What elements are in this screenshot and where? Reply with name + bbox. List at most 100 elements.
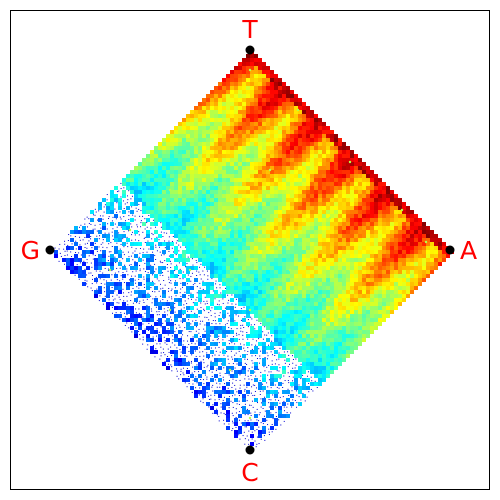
- density-cell: [222, 302, 224, 304]
- density-cell: [222, 82, 226, 86]
- density-cell: [322, 198, 326, 202]
- density-cell: [366, 290, 370, 294]
- density-cell: [366, 298, 370, 302]
- density-cell: [410, 246, 414, 250]
- density-cell: [74, 226, 78, 230]
- density-cell: [146, 262, 150, 266]
- density-cell: [322, 322, 326, 326]
- density-cell: [258, 90, 262, 94]
- density-cell: [226, 194, 230, 198]
- density-cell: [174, 280, 176, 282]
- density-cell: [156, 328, 158, 330]
- density-cell: [118, 190, 120, 192]
- density-cell: [208, 358, 210, 360]
- density-cell: [155, 348, 157, 350]
- density-cell: [334, 214, 338, 218]
- density-cell: [198, 190, 202, 194]
- density-cell: [218, 202, 222, 206]
- density-cell: [402, 258, 406, 262]
- density-cell: [214, 410, 218, 414]
- density-cell: [290, 142, 294, 146]
- density-cell: [274, 399, 276, 401]
- density-cell: [246, 274, 250, 278]
- density-cell: [82, 250, 86, 254]
- density-cell: [382, 246, 386, 250]
- density-cell: [218, 234, 222, 238]
- density-cell: [438, 238, 442, 242]
- density-cell: [238, 411, 240, 413]
- density-cell: [334, 218, 338, 222]
- density-cell: [294, 330, 298, 334]
- density-cell: [194, 226, 198, 230]
- density-cell: [206, 162, 210, 166]
- density-cell: [234, 346, 238, 350]
- density-cell: [74, 266, 78, 270]
- density-cell: [426, 258, 430, 262]
- density-cell: [136, 224, 138, 226]
- density-cell: [262, 198, 266, 202]
- density-cell: [402, 230, 406, 234]
- density-cell: [214, 158, 218, 162]
- density-cell: [346, 350, 350, 354]
- density-cell: [142, 215, 144, 217]
- density-cell: [118, 254, 122, 258]
- density-cell: [398, 210, 402, 214]
- density-cell: [250, 274, 254, 278]
- density-cell: [334, 286, 338, 290]
- density-cell: [286, 170, 290, 174]
- density-cell: [402, 282, 406, 286]
- density-cell: [252, 362, 254, 364]
- density-cell: [138, 256, 140, 258]
- density-cell: [246, 142, 250, 146]
- density-cell: [226, 206, 230, 210]
- density-cell: [214, 206, 218, 210]
- density-cell: [314, 258, 318, 262]
- density-cell: [314, 382, 318, 386]
- density-cell: [154, 190, 158, 194]
- density-cell: [194, 346, 198, 350]
- density-cell: [178, 275, 180, 277]
- density-cell: [171, 342, 173, 344]
- density-cell: [186, 346, 188, 348]
- density-cell: [163, 254, 165, 256]
- density-cell: [346, 174, 350, 178]
- density-cell: [218, 326, 222, 330]
- density-cell: [198, 154, 202, 158]
- density-cell: [266, 314, 270, 318]
- density-cell: [330, 358, 334, 362]
- density-cell: [298, 230, 302, 234]
- density-cell: [182, 186, 186, 190]
- density-cell: [322, 302, 326, 306]
- density-cell: [342, 194, 346, 198]
- density-cell: [128, 264, 130, 266]
- density-cell: [290, 190, 294, 194]
- density-cell: [182, 122, 186, 126]
- density-cell: [242, 258, 246, 262]
- density-cell: [318, 334, 322, 338]
- density-cell: [250, 246, 254, 250]
- density-cell: [222, 246, 226, 250]
- density-cell: [270, 130, 274, 134]
- density-cell: [342, 302, 346, 306]
- density-cell: [260, 371, 262, 373]
- density-cell: [294, 298, 298, 302]
- density-cell: [242, 270, 246, 274]
- density-cell: [146, 258, 150, 262]
- density-cell: [250, 262, 254, 266]
- density-cell: [134, 166, 138, 170]
- density-cell: [110, 206, 114, 210]
- density-cell: [254, 98, 258, 102]
- density-cell: [386, 302, 390, 306]
- density-cell: [266, 274, 270, 278]
- density-cell: [290, 246, 294, 250]
- density-cell: [210, 102, 214, 106]
- density-cell: [302, 392, 304, 394]
- density-cell: [238, 82, 242, 86]
- density-cell: [286, 294, 290, 298]
- density-cell: [346, 254, 350, 258]
- density-cell: [254, 346, 258, 350]
- density-cell: [342, 210, 346, 214]
- density-cell: [160, 352, 162, 354]
- density-cell: [406, 218, 410, 222]
- density-cell: [322, 342, 326, 346]
